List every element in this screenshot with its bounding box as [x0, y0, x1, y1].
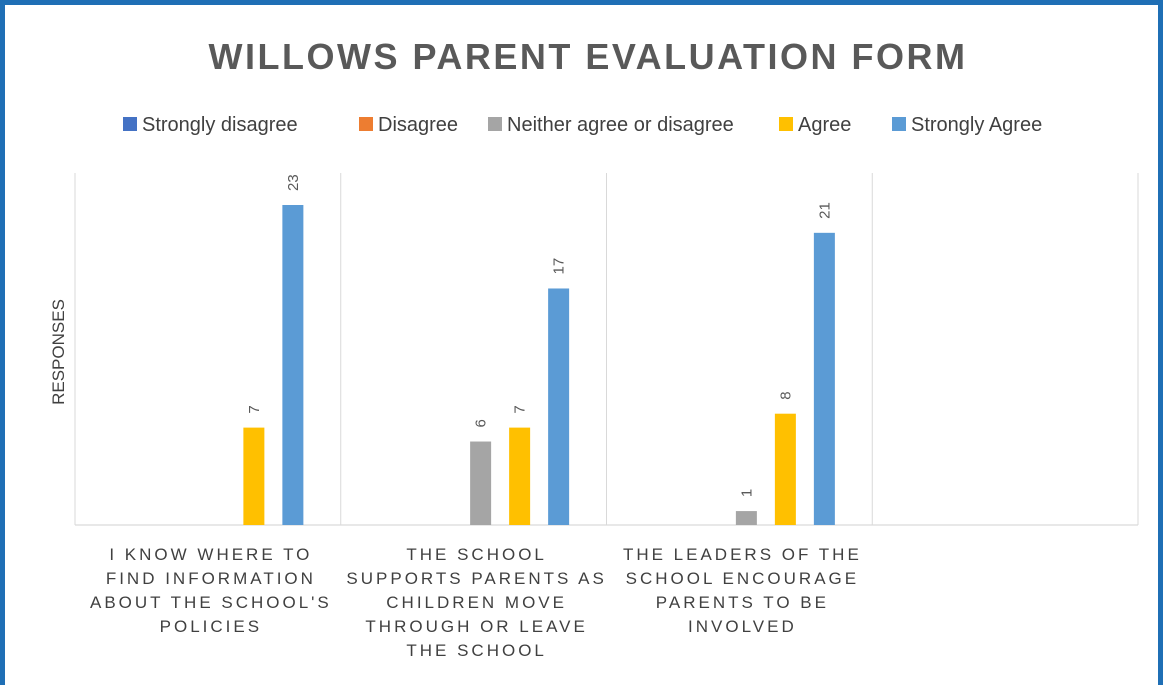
- bar-1-3: [509, 427, 531, 525]
- bar-1-4: [548, 288, 570, 525]
- legend-label: Disagree: [378, 114, 458, 136]
- bar-2-4: [813, 232, 835, 525]
- legend-item-4: Strongly Agree: [892, 114, 1042, 136]
- data-label-1-3: 7: [512, 405, 529, 413]
- bars: [243, 205, 835, 525]
- data-label-2-4: 21: [816, 202, 833, 219]
- legend-item-2: Neither agree or disagree: [488, 114, 734, 136]
- bar-2-3: [774, 413, 796, 525]
- legend-swatch: [779, 117, 793, 131]
- legend: Strongly disagree Disagree Neither agree o…: [123, 114, 1042, 136]
- legend-swatch: [488, 117, 502, 131]
- data-label-2-2: 1: [738, 489, 755, 497]
- category-label-2: THE LEADERS OF THE SCHOOL ENCOURAGE PARENT…: [623, 545, 862, 636]
- category-label-0: I KNOW WHERE TO FIND INFORMATION ABOUT THE…: [90, 545, 332, 636]
- data-labels: 7 23 6 7 17 1 8 21: [246, 174, 834, 497]
- legend-swatch: [892, 117, 906, 131]
- legend-label: Strongly disagree: [142, 114, 298, 136]
- chart-title: WILLOWS PARENT EVALUATION FORM: [209, 36, 968, 77]
- category-labels: I KNOW WHERE TO FIND INFORMATION ABOUT THE…: [90, 545, 862, 660]
- bar-0-4: [282, 205, 304, 525]
- data-label-2-3: 8: [777, 391, 794, 399]
- legend-label: Agree: [798, 114, 851, 136]
- data-label-1-4: 17: [551, 258, 568, 275]
- data-label-0-3: 7: [246, 405, 263, 413]
- legend-swatch: [359, 117, 373, 131]
- legend-item-3: Agree: [779, 114, 851, 136]
- legend-item-0: Strongly disagree: [123, 114, 298, 136]
- legend-label: Strongly Agree: [911, 114, 1042, 136]
- category-grid: [74, 173, 1139, 526]
- bar-0-3: [243, 427, 265, 525]
- legend-item-1: Disagree: [359, 114, 458, 136]
- y-axis-label: RESPONSES: [49, 299, 68, 405]
- bar-2-2: [735, 511, 757, 525]
- data-label-1-2: 6: [473, 419, 490, 427]
- bar-1-2: [470, 441, 492, 525]
- category-label-1: THE SCHOOL SUPPORTS PARENTS AS CHILDREN MO…: [346, 545, 606, 660]
- legend-swatch: [123, 117, 137, 131]
- data-label-0-4: 23: [285, 174, 302, 191]
- legend-label: Neither agree or disagree: [507, 114, 734, 136]
